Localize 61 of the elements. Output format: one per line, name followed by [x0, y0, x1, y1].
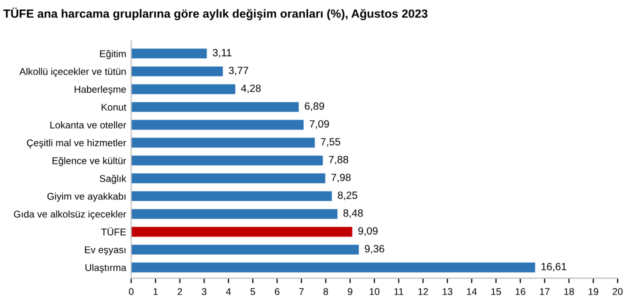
x-tick-label: 16 — [516, 288, 526, 296]
x-tick-label: 7 — [299, 288, 304, 295]
data-label: 7,55 — [320, 138, 340, 147]
x-tick-label: 5 — [250, 288, 256, 296]
bar — [131, 226, 352, 237]
bar — [131, 120, 304, 130]
data-label: 9,36 — [364, 245, 384, 254]
data-label: 9,09 — [358, 227, 378, 236]
x-tick-label: 18 — [564, 288, 574, 296]
data-label: 7,88 — [328, 156, 348, 165]
x-tick-label: 1 — [154, 288, 158, 295]
y-tick-label: Konut — [102, 104, 126, 111]
bar — [131, 262, 536, 272]
x-tick-label: 9 — [348, 288, 352, 296]
x-tick-label: 0 — [128, 288, 134, 296]
data-label: 3,11 — [212, 48, 232, 58]
data-label: 4,28 — [241, 84, 261, 94]
bar — [131, 191, 332, 202]
y-tick-label: Ev eşyası — [84, 246, 126, 256]
x-tick-label: 13 — [442, 288, 452, 296]
data-label: 7,98 — [331, 174, 351, 182]
x-tick-label: 19 — [588, 288, 598, 296]
y-tick-label: Eğitim — [100, 50, 126, 60]
bar — [131, 102, 299, 112]
bar — [131, 156, 323, 166]
x-tick-label: 11 — [394, 288, 404, 295]
y-tick-label: Sağlık — [100, 174, 126, 184]
data-label: 7,09 — [310, 120, 329, 129]
x-tick-label: 17 — [540, 288, 550, 295]
x-tick-label: 20 — [612, 288, 623, 296]
x-tick-label: 4 — [226, 288, 231, 295]
bar — [131, 244, 359, 255]
y-tick-label: Eğlence ve kültür — [52, 156, 126, 166]
x-tick-label: 10 — [370, 288, 380, 296]
data-label: 8,25 — [338, 192, 358, 200]
bar — [131, 138, 315, 148]
y-tick-label: Alkollü içecekler ve tütün — [19, 68, 126, 77]
data-label: 16,61 — [542, 262, 566, 272]
bar — [131, 84, 236, 94]
y-tick-label: Lokanta ve oteller — [50, 121, 126, 128]
chart-title: TÜFE ana harcama gruplarına göre aylık değişim oranları (%), Ağustos 2023 — [3, 8, 428, 20]
bar — [131, 66, 223, 76]
bar — [131, 48, 207, 58]
x-tick-label: 6 — [274, 288, 280, 296]
bar — [131, 173, 326, 184]
data-label: 3,77 — [228, 66, 248, 76]
x-tick-label: 8 — [323, 288, 328, 296]
x-tick-label: 2 — [178, 288, 182, 295]
x-tick-label: 12 — [418, 288, 428, 295]
y-tick-label: Ulaştırma — [85, 264, 126, 274]
data-label: 8,48 — [343, 209, 363, 218]
y-tick-label: Haberleşme — [74, 86, 126, 95]
y-tick-label: TÜFE — [101, 227, 126, 236]
bar — [131, 209, 338, 219]
y-tick-label: Giyim ve ayakkabı — [47, 192, 126, 202]
y-tick-label: Çeşitli mal ve hizmetler — [26, 139, 126, 148]
y-tick-label: Gıda ve alkolsüz içecekler — [14, 210, 126, 220]
x-tick-label: 15 — [491, 288, 501, 296]
x-tick-label: 14 — [467, 288, 477, 295]
x-tick-label: 3 — [202, 288, 206, 296]
data-label: 6,89 — [304, 102, 324, 112]
